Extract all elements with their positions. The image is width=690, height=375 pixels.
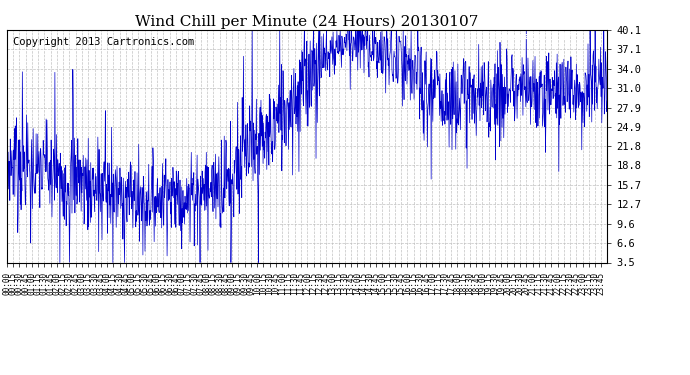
Text: Copyright 2013 Cartronics.com: Copyright 2013 Cartronics.com [13, 37, 194, 47]
Title: Wind Chill per Minute (24 Hours) 20130107: Wind Chill per Minute (24 Hours) 2013010… [135, 15, 479, 29]
